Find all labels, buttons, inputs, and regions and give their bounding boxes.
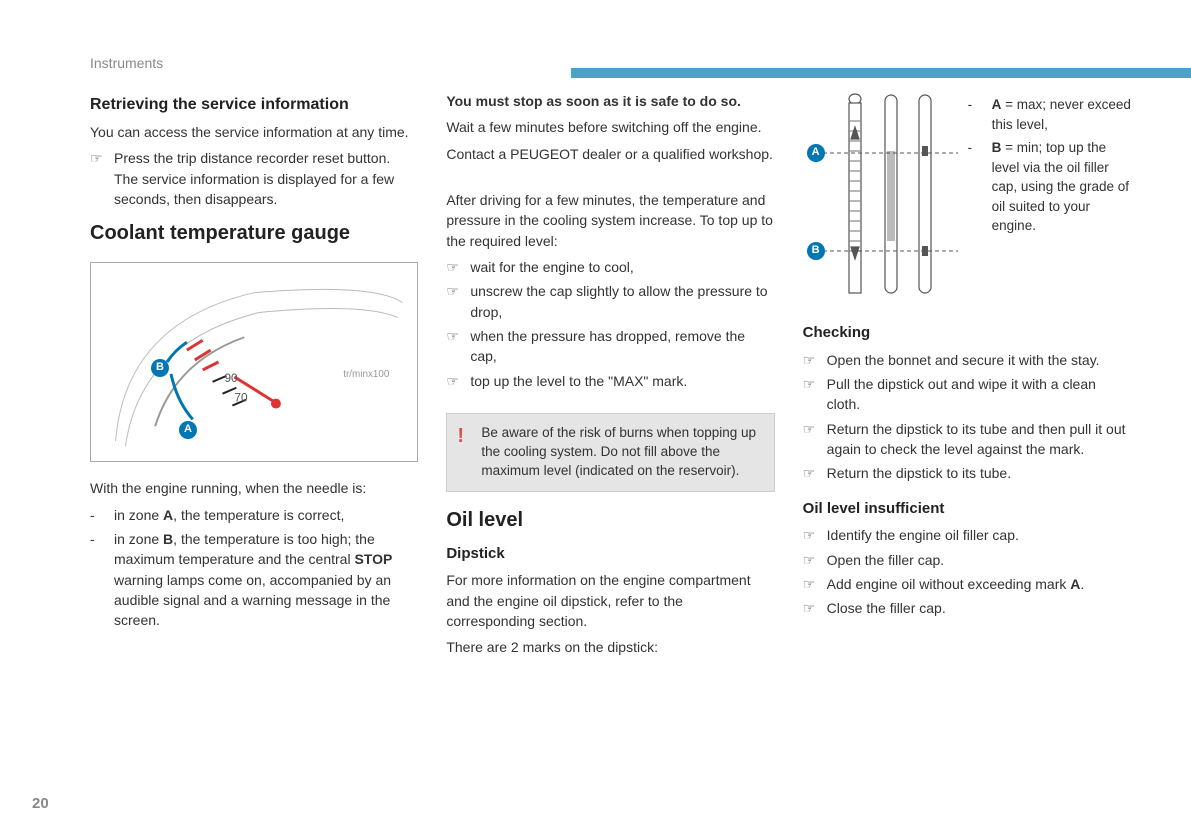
- pointer-icon: ☞: [803, 463, 827, 483]
- pointer-icon: ☞: [803, 525, 827, 545]
- text-after-driving: After driving for a few minutes, the tem…: [446, 190, 774, 251]
- text-must-stop: You must stop as soon as it is safe to d…: [446, 91, 774, 111]
- warning-icon: !: [457, 422, 464, 450]
- pointer-icon: ☞: [803, 598, 827, 618]
- figure-coolant-gauge: 90 70 tr/minx100 B A: [90, 262, 418, 462]
- column-2: You must stop as soon as it is safe to d…: [446, 91, 774, 663]
- text-more-info: For more information on the engine compa…: [446, 570, 774, 631]
- dash-icon: -: [968, 138, 992, 236]
- heading-dipstick: Dipstick: [446, 543, 774, 565]
- text-mark-a: A = max; never exceed this level,: [992, 95, 1131, 134]
- text-warning-burns: Be aware of the risk of burns when toppi…: [481, 425, 756, 478]
- text-add-oil: Add engine oil without exceeding mark A.: [827, 574, 1131, 594]
- text-engine-running: With the engine running, when the needle…: [90, 478, 418, 498]
- text-press-reset: Press the trip distance recorder reset b…: [114, 150, 390, 166]
- text-topup-max: top up the level to the "MAX" mark.: [470, 371, 774, 391]
- gauge-label-90: 90: [224, 371, 238, 385]
- pointer-icon: ☞: [803, 419, 827, 460]
- text-wait-cool: wait for the engine to cool,: [470, 257, 774, 277]
- text-zone-b: in zone B, the temperature is too high; …: [114, 529, 418, 630]
- text-zone-a: in zone A, the temperature is correct,: [114, 505, 418, 525]
- pointer-icon: ☞: [803, 550, 827, 570]
- text-wait-minutes: Wait a few minutes before switching off …: [446, 117, 774, 137]
- column-3: A B - A = max; never exceed this level, …: [803, 91, 1131, 663]
- dash-icon: -: [968, 95, 992, 134]
- page-number: 20: [32, 795, 49, 812]
- text-close-filler: Close the filler cap.: [827, 598, 1131, 618]
- heading-checking: Checking: [803, 322, 1131, 344]
- text-pull-dipstick: Pull the dipstick out and wipe it with a…: [827, 374, 1131, 415]
- text-open-bonnet: Open the bonnet and secure it with the s…: [827, 350, 1131, 370]
- text-two-marks: There are 2 marks on the dipstick:: [446, 637, 774, 657]
- pointer-icon: ☞: [90, 148, 114, 209]
- heading-coolant-gauge: Coolant temperature gauge: [90, 219, 418, 248]
- gauge-label-rpm: tr/minx100: [343, 369, 390, 380]
- pointer-icon: ☞: [803, 574, 827, 594]
- text-remove-cap: when the pressure has dropped, remove th…: [470, 326, 774, 367]
- gauge-label-70: 70: [234, 391, 248, 405]
- pointer-icon: ☞: [446, 281, 470, 322]
- text-contact-dealer: Contact a PEUGEOT dealer or a qualified …: [446, 144, 774, 164]
- pointer-icon: ☞: [446, 257, 470, 277]
- text-unscrew-cap: unscrew the cap slightly to allow the pr…: [470, 281, 774, 322]
- pointer-icon: ☞: [446, 371, 470, 391]
- dash-icon: -: [90, 505, 114, 525]
- text-open-filler: Open the filler cap.: [827, 550, 1131, 570]
- pointer-icon: ☞: [803, 374, 827, 415]
- header-accent-bar: [571, 68, 1191, 78]
- dash-icon: -: [90, 529, 114, 630]
- marker-a-dipstick: A: [807, 144, 825, 162]
- heading-oil-insufficient: Oil level insufficient: [803, 498, 1131, 520]
- warning-box: ! Be aware of the risk of burns when top…: [446, 413, 774, 492]
- text-return-dipstick2: Return the dipstick to its tube.: [827, 463, 1131, 483]
- text-service-disappears: The service information is displayed for…: [114, 171, 394, 207]
- pointer-icon: ☞: [446, 326, 470, 367]
- text-identify-cap: Identify the engine oil filler cap.: [827, 525, 1131, 545]
- marker-b-dipstick: B: [807, 242, 825, 260]
- text-access-service: You can access the service information a…: [90, 122, 418, 142]
- text-mark-b: B = min; top up the level via the oil fi…: [992, 138, 1131, 236]
- pointer-icon: ☞: [803, 350, 827, 370]
- column-1: Retrieving the service information You c…: [90, 91, 418, 663]
- heading-retrieve-service: Retrieving the service information: [90, 93, 418, 116]
- figure-dipstick: A B - A = max; never exceed this level, …: [803, 91, 1131, 306]
- text-return-dipstick1: Return the dipstick to its tube and then…: [827, 419, 1131, 460]
- heading-oil-level: Oil level: [446, 506, 774, 535]
